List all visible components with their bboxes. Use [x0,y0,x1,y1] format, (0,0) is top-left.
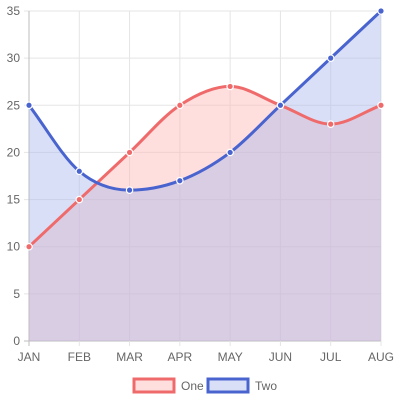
x-tick-label: JUL [320,350,342,364]
data-point[interactable] [176,176,184,185]
y-tick-label: 10 [7,240,21,254]
data-point[interactable] [25,242,33,251]
x-tick-label: JUN [269,350,292,364]
legend-item-two[interactable]: Two [206,377,277,394]
y-tick-label: 0 [13,334,20,348]
data-point[interactable] [176,101,184,110]
data-point[interactable] [326,120,335,128]
series-area-one [29,86,381,341]
y-tick-label: 20 [7,145,21,159]
axes: 0 5 10 15 20 25 30 35 JAN FEB MAR APR MAY JUN JUL AUG [7,4,394,364]
legend-label: Two [255,379,277,393]
legend-item-one[interactable]: One [132,377,204,394]
data-point[interactable] [377,101,385,110]
x-tick-label: AUG [368,350,394,364]
legend-swatch [206,377,250,394]
data-point[interactable] [75,195,84,204]
legend-label: One [181,379,204,393]
legend: One Two [132,377,277,394]
grid [24,10,382,346]
x-tick-label: FEB [68,350,91,364]
x-tick-label: MAY [218,350,243,364]
data-point[interactable] [377,7,385,15]
data-point[interactable] [25,101,33,110]
x-tick-label: JAN [18,350,41,364]
data-point[interactable] [226,82,234,91]
data-points [25,7,385,251]
y-tick-label: 35 [7,4,21,18]
y-tick-label: 5 [13,287,20,301]
x-tick-label: MAR [116,350,143,364]
y-tick-label: 25 [7,98,21,112]
x-tick-label: APR [168,350,193,364]
data-point[interactable] [276,101,285,110]
data-point[interactable] [226,148,234,157]
y-tick-label: 30 [7,51,21,65]
data-point[interactable] [125,148,134,157]
data-point[interactable] [125,186,134,194]
legend-swatch [132,377,176,394]
data-point[interactable] [75,167,84,176]
y-tick-label: 15 [7,193,21,207]
data-point[interactable] [326,54,335,62]
